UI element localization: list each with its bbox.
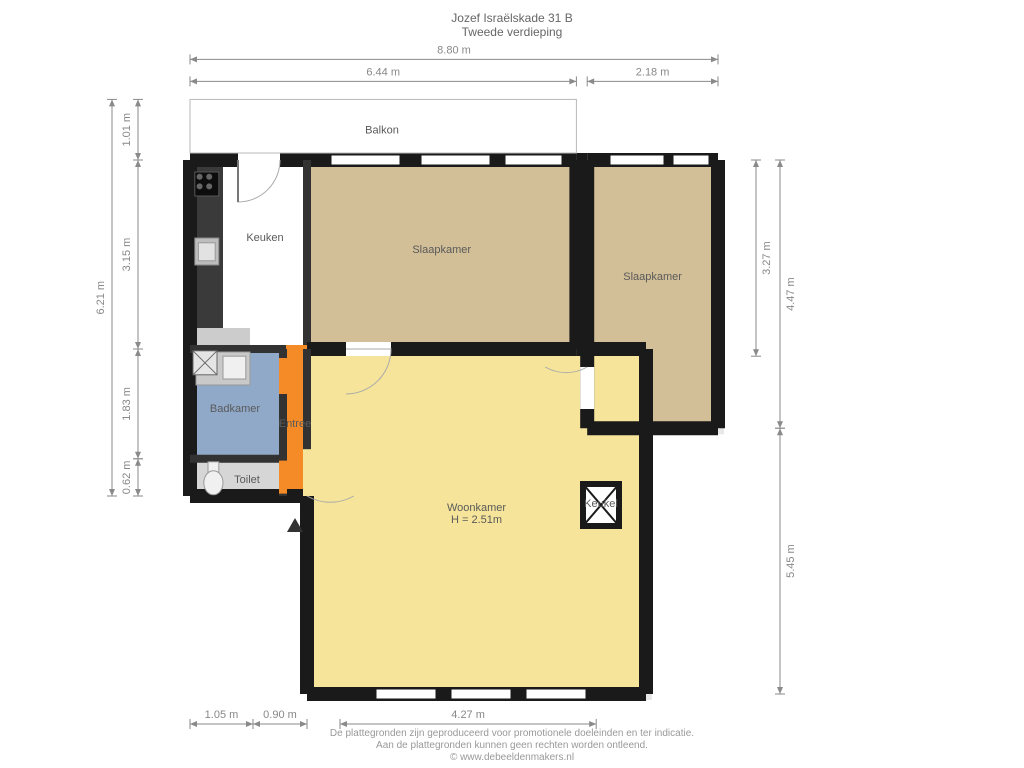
label-slaapkamer2: Slaapkamer — [623, 271, 682, 283]
dim-bottom-mid-arrow — [253, 721, 260, 727]
dim-top-right-arrow — [587, 78, 594, 84]
dim-left-kitchen-label: 3.15 m — [121, 238, 133, 272]
dim-right-bed2-label: 3.27 m — [761, 241, 773, 275]
dim-top-right-arrow — [711, 78, 718, 84]
door-bed2 — [580, 367, 594, 409]
window — [451, 689, 511, 699]
dim-right-bed2-arrow — [753, 160, 759, 167]
footer-line1: De plattegronden zijn geproduceerd voor … — [330, 728, 694, 739]
label-entree: Entree — [279, 418, 311, 430]
dim-top-left-arrow — [569, 78, 576, 84]
dim-left-balcony-arrow — [135, 99, 141, 106]
dim-top-right-label: 2.18 m — [636, 66, 670, 78]
dim-bottom-left-arrow — [190, 721, 197, 727]
dim-right-bed2-total-arrow — [777, 421, 783, 428]
label-badkamer: Badkamer — [210, 403, 260, 415]
dim-left-bath-arrow — [135, 349, 141, 356]
burner — [206, 174, 212, 180]
title-line1: Jozef Israëlskade 31 B — [451, 11, 572, 25]
toilet-bowl — [204, 471, 223, 495]
dim-left-kitchen-arrow — [135, 160, 141, 167]
burner — [206, 183, 212, 189]
burner — [197, 183, 203, 189]
dim-top-left-label: 6.44 m — [366, 66, 400, 78]
dim-left-total-label: 6.21 m — [95, 281, 107, 315]
label-woonkamer: Woonkamer — [447, 502, 506, 514]
dim-top-total-label: 8.80 m — [437, 44, 471, 56]
dim-right-living-label: 5.45 m — [785, 544, 797, 578]
dim-left-toilet-label: 0.62 m — [121, 461, 133, 495]
dim-top-total-arrow — [711, 56, 718, 62]
window — [331, 155, 400, 165]
label-woonkamer-h: H = 2.51m — [451, 514, 502, 526]
dim-left-bath-arrow — [135, 452, 141, 459]
dim-right-bed2-arrow — [753, 349, 759, 356]
label-keuken: Keuken — [246, 232, 283, 244]
dim-left-balcony-arrow — [135, 153, 141, 160]
footer-line3: © www.debeeldenmakers.nl — [450, 752, 574, 763]
dim-right-living-arrow — [777, 428, 783, 435]
title-line2: Tweede verdieping — [462, 25, 563, 39]
dim-bottom-right-arrow — [589, 721, 596, 727]
dim-bottom-left-label: 1.05 m — [205, 709, 239, 721]
dim-right-living-arrow — [777, 687, 783, 694]
footer-line2: Aan de plattegronden kunnen geen rechten… — [376, 740, 648, 751]
dim-left-balcony-label: 1.01 m — [121, 113, 133, 147]
dim-left-toilet-arrow — [135, 489, 141, 496]
window — [673, 155, 709, 165]
dim-bottom-right-arrow — [340, 721, 347, 727]
dim-top-left-arrow — [190, 78, 197, 84]
dim-left-bath-label: 1.83 m — [121, 387, 133, 421]
label-keukel: Keukel — [584, 498, 618, 510]
window — [610, 155, 664, 165]
label-balkon: Balkon — [365, 125, 399, 137]
dim-left-toilet-arrow — [135, 459, 141, 466]
window — [505, 155, 562, 165]
dim-bottom-right-label: 4.27 m — [451, 709, 485, 721]
dim-top-total-arrow — [190, 56, 197, 62]
window — [421, 155, 490, 165]
sink-basin — [198, 243, 215, 261]
door-balcony — [238, 153, 280, 167]
dim-bottom-left-arrow — [246, 721, 253, 727]
burner — [197, 174, 203, 180]
label-slaapkamer1: Slaapkamer — [412, 244, 471, 256]
dim-left-kitchen-arrow — [135, 342, 141, 349]
dim-bottom-mid-label: 0.90 m — [263, 709, 297, 721]
door-bathroom — [279, 358, 287, 394]
dim-left-total-arrow — [109, 489, 115, 496]
window — [376, 689, 436, 699]
label-toilet: Toilet — [234, 474, 260, 486]
door-toilet — [279, 461, 287, 494]
dim-bottom-mid-arrow — [300, 721, 307, 727]
dim-right-bed2-total-label: 4.47 m — [785, 277, 797, 311]
bath-sink — [223, 356, 246, 379]
window — [526, 689, 586, 699]
dim-left-total-arrow — [109, 99, 115, 106]
dim-right-bed2-total-arrow — [777, 160, 783, 167]
door-entree-living — [303, 449, 311, 496]
